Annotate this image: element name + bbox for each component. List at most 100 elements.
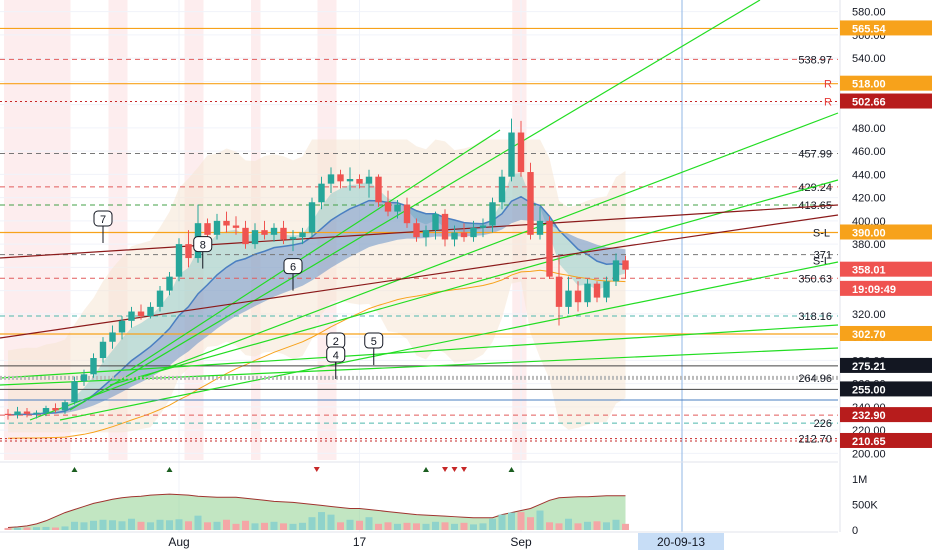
price-badge [840, 432, 932, 448]
price-badge [840, 75, 932, 91]
trendline-green [0, 347, 839, 386]
price-tick-label: 200.00 [852, 448, 886, 460]
candle-body [90, 358, 97, 375]
volume-tick-label: 0 [852, 525, 858, 537]
candle-body [185, 244, 192, 259]
volume-bar [137, 521, 145, 530]
price-badge-label: 502.66 [852, 97, 886, 109]
candle-body [270, 227, 278, 235]
callout-label: 6 [290, 262, 296, 274]
level-label: 226 [814, 418, 832, 430]
candle-body [33, 412, 40, 414]
volume-bar [555, 523, 563, 530]
sell-arrow-icon [442, 467, 448, 472]
volume-bar [242, 520, 249, 530]
candle-body [71, 381, 78, 403]
candle-body [413, 223, 420, 238]
candle-body [375, 176, 382, 203]
volume-bar [280, 523, 287, 530]
volume-bar [346, 519, 354, 530]
volume-bar [460, 522, 468, 530]
volume-bar [270, 521, 278, 530]
time-axis[interactable]: Aug 17 Sep 20-09-13 [0, 531, 838, 550]
level-label: 371 [814, 250, 832, 262]
sl-label: S-L [813, 227, 830, 239]
horizontal-levels: 538.97457.99429.24413.65371350.63318.162… [0, 27, 838, 446]
candle-body [441, 213, 449, 240]
volume-bar [261, 522, 268, 530]
volume-bar [299, 522, 306, 530]
callout-label: 8 [200, 240, 206, 252]
r-label: R [824, 79, 832, 91]
callouts: 7 8 6 2 5 4 [93, 210, 384, 380]
volume-bar [546, 522, 553, 530]
trendline-green [109, 179, 839, 386]
price-badge [840, 280, 932, 296]
candle-body [593, 283, 601, 298]
volume-bar [194, 515, 202, 530]
candle-body [223, 220, 230, 226]
candle-body [318, 183, 325, 203]
price-badge [840, 357, 932, 373]
price-badge [840, 407, 932, 423]
candle-body [536, 220, 544, 235]
level-label: 350.63 [798, 273, 832, 285]
volume-bar [52, 527, 59, 530]
candle-body [489, 202, 496, 226]
volume-bar [470, 524, 477, 530]
price-tick-label: 580.00 [852, 7, 886, 19]
volume-bar [413, 523, 420, 530]
callout-label: 4 [333, 350, 339, 362]
volume-pane [4, 493, 629, 530]
price-tick-label: 540.00 [852, 53, 886, 65]
candle-body [565, 290, 572, 307]
volume-bar [337, 522, 344, 530]
volume-bar [603, 522, 610, 530]
candle-body [508, 132, 515, 177]
volume-bar [61, 526, 69, 530]
buy-arrow-icon [508, 467, 515, 472]
volume-bar [432, 521, 439, 530]
volume-ma-line [7, 493, 626, 528]
price-badge-label: 302.70 [852, 329, 886, 341]
envelope-area [8, 139, 626, 433]
price-badge [840, 224, 932, 240]
candles[interactable] [4, 118, 629, 420]
buy-arrow-icon [166, 467, 173, 472]
trendline-darkred [0, 214, 839, 339]
candle-body [175, 244, 183, 277]
volume-bar [204, 522, 211, 530]
time-tick-label: 17 [353, 535, 367, 549]
candle-body [99, 341, 107, 359]
trendline-green [69, 0, 761, 411]
volume-bar [42, 526, 50, 530]
candle-body [384, 202, 392, 212]
volume-bar [166, 520, 173, 530]
volume-bar [527, 517, 534, 530]
candle-body [460, 232, 468, 238]
volume-bar [90, 520, 97, 530]
trendline-green [59, 261, 839, 421]
volume-bar [498, 514, 506, 530]
price-tick-label: 440.00 [852, 169, 886, 181]
candle-body [251, 230, 259, 245]
level-label: 429.24 [798, 182, 832, 194]
candle-body [166, 276, 173, 291]
volume-bar [213, 521, 221, 530]
candle-body [327, 174, 335, 184]
candle-body [365, 176, 373, 184]
candle-body [517, 132, 525, 173]
volume-bar [223, 519, 230, 530]
candle-body [52, 408, 59, 411]
candle-body [555, 276, 563, 307]
level-label: 264.96 [798, 373, 832, 385]
candle-body [4, 413, 12, 415]
price-badge-label: 390.00 [852, 227, 886, 239]
current-date-badge [638, 533, 724, 550]
volume-bar [622, 523, 629, 530]
volume-bar [394, 523, 401, 530]
price-axis[interactable]: 200.00220.00240.00260.00280.00300.00320.… [839, 0, 932, 537]
candle-body [432, 213, 439, 231]
